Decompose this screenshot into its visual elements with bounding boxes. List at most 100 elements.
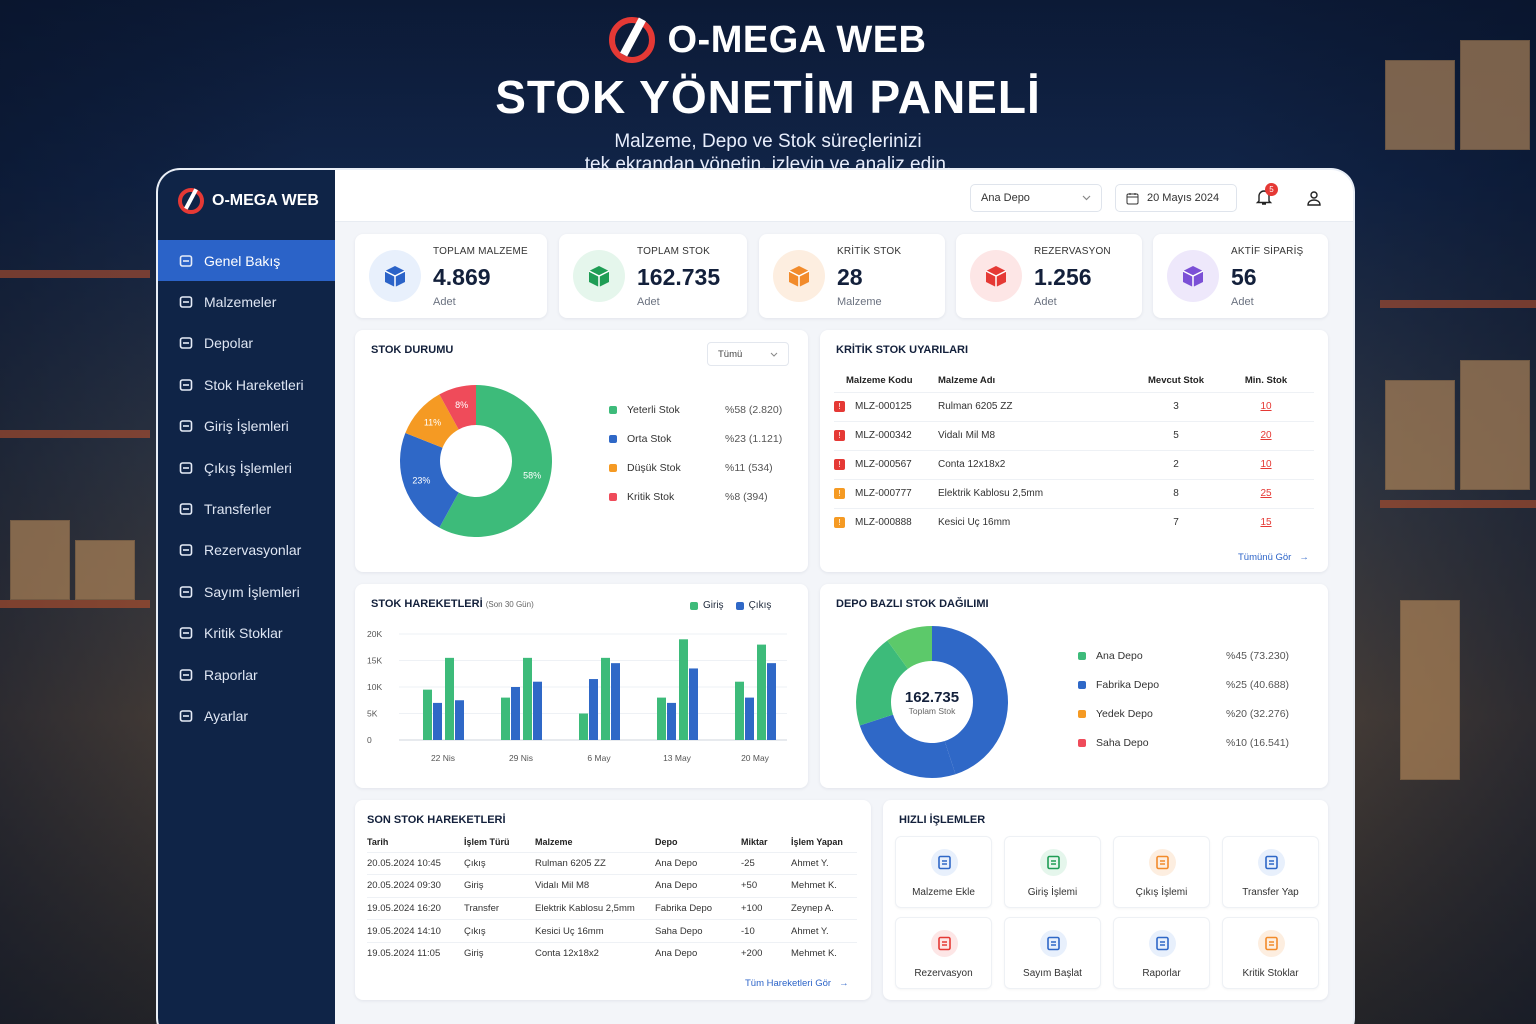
recent-title: SON STOK HAREKETLERİ bbox=[367, 814, 506, 826]
table-row[interactable]: 19.05.2024 14:10 Çıkış Kesici Uç 16mm Saha … bbox=[367, 919, 857, 943]
sidebar-item[interactable]: Kritik Stoklar bbox=[158, 613, 335, 654]
sidebar-item-label: Depolar bbox=[204, 335, 254, 352]
box-icon bbox=[178, 294, 194, 310]
sidebar-item[interactable]: Stok Hareketleri bbox=[158, 364, 335, 405]
min-stock-link[interactable]: 25 bbox=[1260, 488, 1272, 499]
bar-out bbox=[433, 702, 442, 740]
kpi-card[interactable]: TOPLAM MALZEME 4.869 Adet bbox=[355, 234, 547, 318]
min-stock-link[interactable]: 10 bbox=[1260, 459, 1272, 470]
hero-subtitle-1: Malzeme, Depo ve Stok süreçlerinizi bbox=[614, 131, 922, 152]
sidebar-item[interactable]: Genel Bakış bbox=[158, 240, 335, 282]
table-row[interactable]: ! MLZ-000567 Conta 12x18x2 2 10 bbox=[834, 449, 1314, 479]
quick-action-button[interactable]: Transfer Yap bbox=[1222, 836, 1319, 908]
legend-in-label: Giriş bbox=[703, 600, 724, 611]
movements-bar-chart: 20K 15K 10K 5K 0 22 Nis 29 Nis 6 May 13 May 20 Ma… bbox=[367, 629, 787, 763]
table-row[interactable]: ! MLZ-000888 Kesici Uç 16mm 7 15 bbox=[834, 507, 1314, 537]
sidebar-item[interactable]: Rezervasyonlar bbox=[158, 530, 335, 571]
chevron-down-icon bbox=[770, 352, 778, 357]
min-stock-link[interactable]: 10 bbox=[1260, 401, 1272, 412]
notification-button[interactable]: 5 bbox=[1255, 183, 1278, 208]
legend-label: Saha Depo bbox=[1096, 737, 1149, 749]
shelf-beam bbox=[0, 600, 150, 608]
topbar: Ana Depo 20 Mayıs 2024 5 bbox=[335, 170, 1353, 222]
arrow-right-icon: → bbox=[839, 978, 849, 989]
sidebar-item-label: Stok Hareketleri bbox=[204, 376, 304, 393]
gear-icon bbox=[178, 708, 194, 724]
quick-action-button[interactable]: Raporlar bbox=[1113, 917, 1210, 989]
quick-action-button[interactable]: Sayım Başlat bbox=[1004, 917, 1101, 989]
kpi-card[interactable]: REZERVASYON 1.256 Adet bbox=[956, 234, 1142, 318]
recent-movements-card: SON STOK HAREKETLERİ Tarih İşlem Türü Malz… bbox=[355, 800, 871, 1000]
quick-action-label: Transfer Yap bbox=[1242, 887, 1299, 898]
quick-action-button[interactable]: Kritik Stoklar bbox=[1222, 917, 1319, 989]
sidebar-item[interactable]: Malzemeler bbox=[158, 281, 335, 322]
quick-action-button[interactable]: Rezervasyon bbox=[895, 917, 992, 989]
quick-action-label: Rezervasyon bbox=[914, 968, 973, 979]
table-row[interactable]: 19.05.2024 16:20 Transfer Elektrik Kablosu… bbox=[367, 896, 857, 920]
shelf-beam bbox=[0, 430, 150, 438]
count-icon bbox=[1040, 930, 1067, 957]
all-movements-link[interactable]: Tüm Hareketleri Gör → bbox=[745, 978, 849, 989]
user-menu-button[interactable] bbox=[1300, 184, 1328, 212]
bar-out bbox=[533, 681, 542, 740]
min-stock-cell: 15 bbox=[1218, 507, 1314, 537]
kpi-card[interactable]: TOPLAM STOK 162.735 Adet bbox=[559, 234, 747, 318]
table-header: Miktar bbox=[741, 836, 768, 847]
material-name: Vidalı Mil M8 bbox=[938, 420, 1134, 450]
quick-action-label: Sayım Başlat bbox=[1023, 968, 1082, 979]
table-row[interactable]: ! MLZ-000125 Rulman 6205 ZZ 3 10 bbox=[834, 391, 1314, 421]
sidebar-item[interactable]: Giriş İşlemleri bbox=[158, 406, 335, 447]
hero-subtitle-2: tek ekrandan yönetin, izleyin ve analiz … bbox=[584, 154, 952, 175]
current-stock: 5 bbox=[1134, 420, 1218, 450]
quick-action-label: Kritik Stoklar bbox=[1242, 968, 1299, 979]
inbox-out-icon bbox=[178, 460, 194, 476]
quick-action-button[interactable]: Giriş İşlemi bbox=[1004, 836, 1101, 908]
legend-swatch bbox=[609, 406, 617, 414]
recent-table: Tarih İşlem Türü Malzeme Depo Miktar İşlem Ya… bbox=[367, 832, 857, 965]
quick-action-label: Raporlar bbox=[1142, 968, 1181, 979]
sidebar-item[interactable]: Çıkış İşlemleri bbox=[158, 447, 335, 488]
cardboard-box bbox=[1385, 380, 1455, 490]
stock-status-donut: 58% 23% 11% 8% bbox=[400, 385, 552, 537]
item-cell: Elektrik Kablosu 2,5mm bbox=[535, 896, 655, 920]
user-cell: Mehmet K. bbox=[791, 874, 857, 898]
quick-action-button[interactable]: Çıkış İşlemi bbox=[1113, 836, 1210, 908]
sidebar-item-label: Transferler bbox=[204, 501, 272, 518]
min-stock-cell: 20 bbox=[1218, 420, 1314, 450]
sidebar-brand[interactable]: O-MEGA WEB bbox=[158, 170, 335, 232]
bar-in bbox=[735, 681, 744, 740]
table-row[interactable]: 20.05.2024 09:30 Giriş Vidalı Mil M8 Ana De… bbox=[367, 874, 857, 898]
kpi-label: AKTİF SİPARİŞ bbox=[1231, 246, 1304, 257]
stock-filter-select[interactable]: Tümü bbox=[707, 342, 789, 366]
table-row[interactable]: ! MLZ-000342 Vidalı Mil M8 5 20 bbox=[834, 420, 1314, 450]
material-code: MLZ-000888 bbox=[855, 517, 912, 529]
min-stock-link[interactable]: 20 bbox=[1260, 430, 1272, 441]
calendar-icon bbox=[1126, 192, 1139, 204]
min-stock-link[interactable]: 15 bbox=[1260, 517, 1272, 529]
kpi-value: 28 bbox=[837, 264, 863, 290]
sidebar-item[interactable]: Raporlar bbox=[158, 654, 335, 695]
table-row[interactable]: 19.05.2024 11:05 Giriş Conta 12x18x2 Ana De… bbox=[367, 941, 857, 965]
depot-title: DEPO BAZLI STOK DAĞILIMI bbox=[836, 598, 989, 610]
sidebar-item[interactable]: Transferler bbox=[158, 488, 335, 529]
table-row[interactable]: ! MLZ-000777 Elektrik Kablosu 2,5mm 8 25 bbox=[834, 478, 1314, 508]
legend-in: Giriş bbox=[690, 600, 724, 611]
user-cell: Ahmet Y. bbox=[791, 851, 857, 875]
sidebar-item[interactable]: Depolar bbox=[158, 323, 335, 364]
depo-select[interactable]: Ana Depo bbox=[970, 184, 1102, 212]
current-stock: 2 bbox=[1134, 449, 1218, 479]
sidebar-item[interactable]: Sayım İşlemleri bbox=[158, 571, 335, 612]
kpi-unit: Adet bbox=[637, 296, 660, 308]
legend-label: Düşük Stok bbox=[627, 462, 681, 474]
user-cell: Mehmet K. bbox=[791, 941, 857, 965]
table-row[interactable]: 20.05.2024 10:45 Çıkış Rulman 6205 ZZ Ana D… bbox=[367, 851, 857, 875]
kpi-card[interactable]: AKTİF SİPARİŞ 56 Adet bbox=[1153, 234, 1328, 318]
kpi-card[interactable]: KRİTİK STOK 28 Malzeme bbox=[759, 234, 945, 318]
current-stock: 8 bbox=[1134, 478, 1218, 508]
see-all-link[interactable]: Tümünü Gör → bbox=[1238, 552, 1309, 563]
legend-item: Orta Stok bbox=[609, 433, 671, 445]
quick-action-button[interactable]: Malzeme Ekle bbox=[895, 836, 992, 908]
depot-cell: Ana Depo bbox=[655, 851, 741, 875]
date-picker[interactable]: 20 Mayıs 2024 bbox=[1115, 184, 1237, 212]
sidebar-item[interactable]: Ayarlar bbox=[158, 695, 335, 736]
